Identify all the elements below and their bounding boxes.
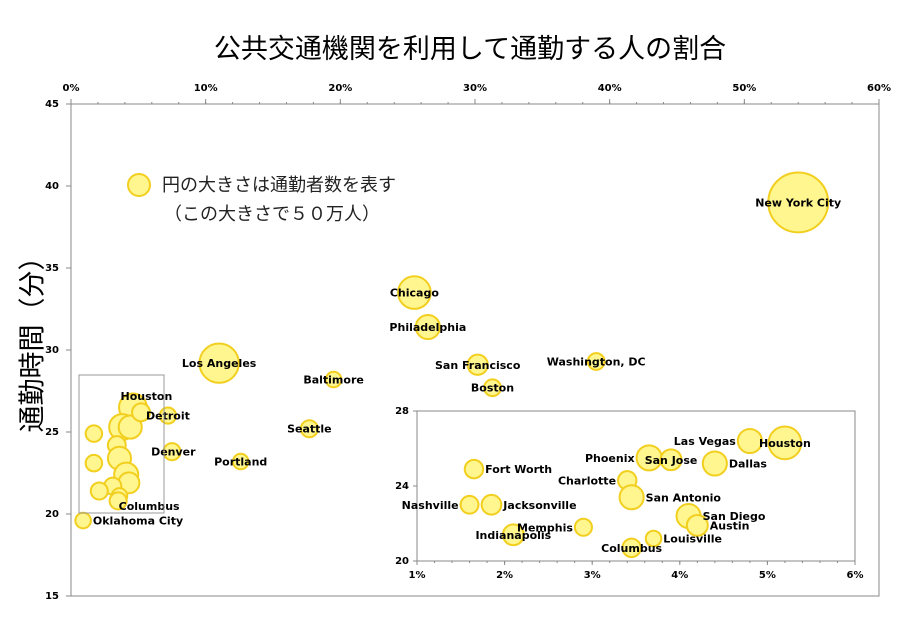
size-legend: 円の大きさは通勤者数を表す （この大きさで５０万人） [127,173,396,225]
inset-label-charlotte: Charlotte [558,474,616,487]
city-bubble [162,442,182,462]
inset-label-austin: Austin [710,519,750,532]
inset-bubble-indianapolis [501,523,525,547]
label-boston: Boston [471,382,514,395]
inset-bubble-austin [685,513,709,537]
inset-bubble-san-jose [659,448,683,472]
inset-bubble-louisville [644,529,663,548]
inset-bubble-memphis [573,517,593,537]
bubble-seattle [299,419,319,439]
inset-label-columbus: Columbus [601,542,662,555]
x-tick-label: 30% [463,83,487,94]
inset-y-tick-label: 20 [395,556,409,567]
inset-bubble-san-antonio [618,484,645,511]
y-tick-label: 25 [45,427,59,438]
city-bubble [108,491,128,511]
x-tick-label: 10% [194,83,218,94]
bubble-los-angeles [198,342,240,384]
bubble-chicago [397,275,432,310]
label-san-francisco: San Francisco [435,359,521,372]
zoom-region-box [78,374,165,514]
inset-x-tick-label: 6% [847,570,864,581]
label-new-york-city: New York City [755,196,841,209]
y-tick-label: 35 [45,263,59,274]
label-los-angeles: Los Angeles [182,357,257,370]
inset-axes: 1% 2% 3% 4% 5% 6% 20 24 28 [395,406,863,581]
label-columbus: Columbus [119,500,180,513]
inset-label-houston: Houston [759,437,811,450]
label-oklahoma-city: Oklahoma City [93,515,183,528]
inset-x-tick-label: 1% [409,570,426,581]
inset-y-tick-label: 28 [395,406,409,417]
x-tick-label: 20% [328,83,352,94]
main-axes: 0% 10% 20% 30% 40% 50% 60% 15 20 25 30 35 40 45 [45,83,891,602]
x-tick-label: 0% [63,83,80,94]
y-tick-label: 45 [45,99,59,110]
x-tick-label: 50% [732,83,756,94]
bubble-oklahoma-city [74,511,92,530]
label-baltimore: Baltimore [303,374,364,387]
city-bubble [117,414,143,440]
inset-bubble-nashville [459,494,480,515]
main-bubbles: New York City Chicago Philadelphia Los Ange… [74,171,841,530]
label-denver: Denver [151,446,196,459]
inset-bubble-fort-worth [463,458,485,480]
inset-x-tick-label: 3% [584,570,601,581]
bubble-san-francisco [466,353,489,376]
y-tick-label: 40 [45,181,59,192]
inset-label-san-diego: San Diego [703,510,766,523]
city-bubble [131,402,151,423]
bubble-baltimore [324,370,343,389]
inset-x-tick-label: 2% [496,570,513,581]
inset-label-dallas: Dallas [729,458,768,471]
y-tick-label: 15 [45,591,59,602]
bubble-boston [483,378,502,398]
inset-label-phoenix: Phoenix [585,452,635,465]
inset-bubble-columbus [621,537,642,559]
label-houston: Houston [121,390,173,403]
inset-x-tick-label: 4% [671,570,688,581]
label-washington-dc: Washington, DC [547,355,646,368]
label-chicago: Chicago [390,287,439,300]
bubble-portland [231,452,250,471]
inset-label-nashville: Nashville [402,499,459,512]
label-seattle: Seattle [287,423,332,436]
inset-bubbles: Las Vegas Houston Phoenix San Jose Dallas For… [402,425,811,559]
label-detroit: Detroit [146,410,190,423]
inset-y-tick-label: 24 [395,481,409,492]
inset-bubble-las-vegas [736,427,763,455]
legend-note-line-2: （この大きさで５０万人） [164,204,380,225]
city-bubble [84,424,104,443]
inset-label-memphis: Memphis [517,521,573,534]
inset-label-las-vegas: Las Vegas [674,435,736,448]
inset-x-tick-label: 5% [759,570,776,581]
x-tick-label: 60% [867,83,891,94]
inset-label-san-jose: San Jose [645,454,698,467]
label-portland: Portland [214,456,267,469]
inset-label-indianapolis: Indianapolis [475,529,551,542]
legend-note-line-1: 円の大きさは通勤者数を表す [162,175,396,196]
bubble-washington-dc [586,352,606,371]
city-bubble [84,453,104,473]
inset-label-fort-worth: Fort Worth [485,463,552,476]
label-philadelphia: Philadelphia [389,321,466,334]
legend-bubble [127,173,151,197]
x-tick-label: 40% [598,83,622,94]
y-axis-label: 通勤時間（分） [18,244,49,433]
y-tick-label: 30 [45,345,59,356]
city-bubble [89,481,109,501]
bubble-new-york-city [767,171,830,234]
bubble-philadelphia [414,313,441,341]
inset-bubble-jacksonville [480,493,503,516]
inset-label-san-antonio: San Antonio [646,491,722,504]
inset-bubble-dallas [701,450,728,477]
inset-bubble-houston [767,425,803,461]
y-tick-label: 20 [45,509,59,520]
inset-label-jacksonville: Jacksonville [502,499,576,512]
chart-title: 公共交通機関を利用して通勤する人の割合 [214,34,726,65]
inset-label-louisville: Louisville [663,533,722,546]
